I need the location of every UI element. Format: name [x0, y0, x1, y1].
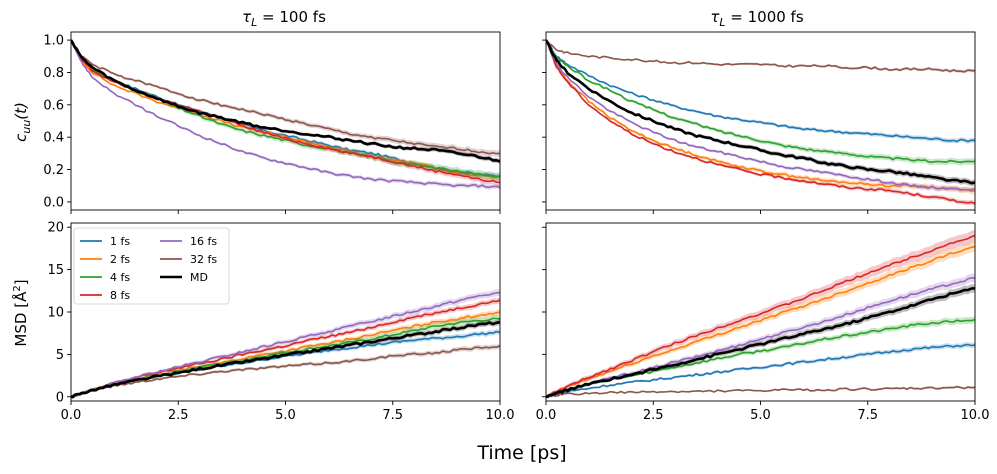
series-line-16-fs	[71, 291, 500, 398]
series-line-16-fs	[546, 39, 975, 191]
band-4-fs	[546, 316, 975, 398]
y-tick-label: 0	[56, 390, 64, 405]
band-1-fs	[546, 39, 975, 144]
panel-msd-tau100: 0.0 2.5 5.0 7.5 10.0 0 5 10 15 20 1 fs 2 fs 4 fs 8 fs…	[47, 221, 514, 423]
series-line-8-fs	[546, 234, 975, 398]
panel-cuu-tau100: 0.0 0.2 0.4 0.6 0.8 1.0	[43, 31, 501, 214]
x-tick-label: 2.5	[168, 408, 189, 423]
series-line-md	[546, 287, 975, 399]
y-tick-label: 0.2	[43, 163, 64, 178]
x-tick-label: 5.0	[750, 408, 771, 423]
x-tick-label: 0.0	[536, 408, 557, 423]
x-tick-label: 5.0	[275, 408, 296, 423]
band-2-fs	[546, 241, 975, 399]
shared-xlabel: Time [ps]	[476, 442, 566, 464]
legend-label: 1 fs	[110, 235, 130, 248]
series-line-32-fs	[71, 39, 500, 155]
y-tick-label: 15	[47, 263, 64, 278]
x-tick-label: 2.5	[643, 408, 664, 423]
panel-msd-tau1000: 0.0 2.5 5.0 7.5 10.0	[536, 222, 990, 423]
band-4-fs	[546, 39, 975, 166]
series-line-md	[71, 320, 500, 399]
col-title-right: τL = 1000 fs	[710, 8, 803, 29]
series-line-2-fs	[546, 245, 975, 398]
series-line-8-fs	[546, 39, 975, 205]
panel-cuu-tau1000	[542, 31, 976, 214]
band-md	[71, 39, 500, 164]
series-line-4-fs	[546, 39, 975, 164]
series-line-32-fs	[71, 345, 500, 398]
plot-area	[546, 229, 975, 399]
series-line-16-fs	[71, 39, 500, 189]
plot-area	[71, 289, 500, 399]
plot-area	[71, 38, 500, 190]
legend-label: 32 fs	[190, 253, 217, 266]
y-tick-label: 0.8	[43, 66, 64, 81]
y-tick-label: 0.6	[43, 98, 64, 113]
legend-label: 2 fs	[110, 253, 130, 266]
x-tick-label: 7.5	[857, 408, 878, 423]
y-tick-label: 20	[47, 221, 64, 236]
y-tick-label: 5	[56, 348, 64, 363]
legend-label: 16 fs	[190, 235, 217, 248]
plot-area	[546, 39, 975, 207]
y-tick-label: 1.0	[43, 34, 64, 49]
x-tick-label: 0.0	[61, 408, 82, 423]
legend-label: MD	[190, 271, 208, 284]
y-tick-label: 0.0	[43, 195, 64, 210]
legend-label: 8 fs	[110, 289, 130, 302]
legend-label: 4 fs	[110, 271, 130, 284]
series-line-8-fs	[71, 299, 500, 398]
ylabel-top: cuu(t)	[12, 102, 33, 142]
series-line-1-fs	[546, 343, 975, 398]
series-line-32-fs	[546, 385, 975, 398]
col-title-left: τL = 100 fs	[242, 8, 326, 29]
band-4-fs	[71, 38, 500, 181]
series-line-1-fs	[546, 39, 975, 143]
series-line-md	[71, 39, 500, 163]
band-32-fs	[71, 343, 500, 398]
x-tick-label: 10.0	[961, 408, 990, 423]
series-line-md	[546, 39, 975, 185]
legend-box	[73, 227, 230, 305]
x-tick-label: 10.0	[486, 408, 515, 423]
series-line-2-fs	[546, 39, 975, 193]
series-line-32-fs	[546, 39, 975, 73]
legend: 1 fs 2 fs 4 fs 8 fs 16 fs 32 fs MD	[73, 227, 230, 305]
y-tick-label: 0.4	[43, 131, 64, 146]
x-tick-label: 7.5	[382, 408, 403, 423]
y-tick-label: 10	[47, 306, 64, 321]
ylabel-bottom: MSD [Å2]	[11, 279, 30, 346]
